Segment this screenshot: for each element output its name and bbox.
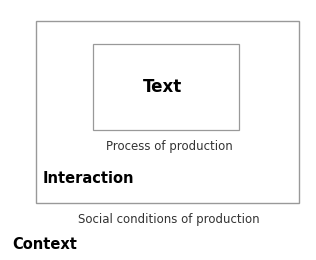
Bar	[93, 44, 239, 130]
Text: Process of production: Process of production	[106, 140, 233, 153]
Text: Context: Context	[13, 237, 77, 252]
Text: Interaction: Interaction	[43, 171, 134, 186]
Bar	[36, 21, 299, 203]
Text: Text: Text	[143, 78, 182, 96]
Text: Social conditions of production: Social conditions of production	[78, 213, 260, 226]
